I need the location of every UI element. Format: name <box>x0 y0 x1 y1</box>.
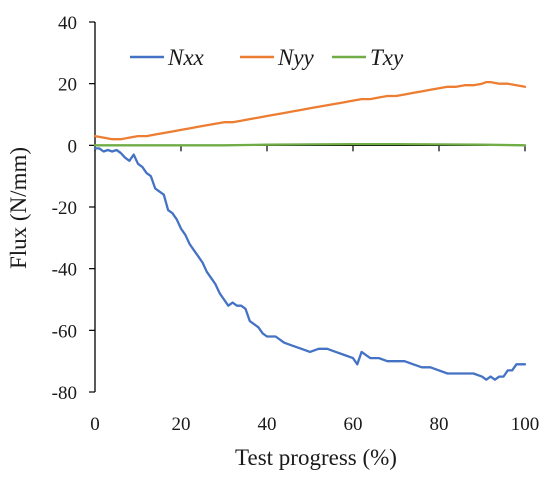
x-tick-label: 60 <box>344 414 363 435</box>
series-line-nxx <box>93 147 527 381</box>
x-tick-labels: 0 20 40 60 80 100 <box>90 414 539 435</box>
series-lines <box>93 80 527 381</box>
x-tick-label: 40 <box>258 414 277 435</box>
legend-item-nxx: Nxx <box>130 45 205 70</box>
x-tick-label: 20 <box>172 414 191 435</box>
legend-label: Nyy <box>277 45 315 70</box>
x-tick-label: 100 <box>511 414 540 435</box>
legend-label: Txy <box>370 45 404 70</box>
y-tick-label: -40 <box>52 260 77 281</box>
y-tick-labels: -80 -60 -40 -20 0 20 40 <box>52 13 77 404</box>
legend-label: Nxx <box>167 45 205 70</box>
y-tick-label: 40 <box>58 13 77 34</box>
x-tick-label: 0 <box>90 414 100 435</box>
y-axis-title: Flux (N/mm) <box>6 147 31 269</box>
legend-item-txy: Txy <box>332 45 404 70</box>
x-axis-title: Test progress (%) <box>235 445 397 470</box>
series-line-nyy <box>93 80 527 141</box>
y-tick-label: 20 <box>58 75 77 96</box>
x-tick-label: 80 <box>430 414 449 435</box>
y-tick-label: -20 <box>52 198 77 219</box>
y-tick-label: 0 <box>68 136 78 157</box>
legend-item-nyy: Nyy <box>240 45 315 70</box>
axes <box>94 22 525 392</box>
legend: Nxx Nyy Txy <box>130 45 404 70</box>
y-tick-label: -60 <box>52 321 77 342</box>
y-tick-label: -80 <box>52 383 77 404</box>
tick-marks <box>89 21 526 393</box>
series-line-txy <box>93 142 527 147</box>
